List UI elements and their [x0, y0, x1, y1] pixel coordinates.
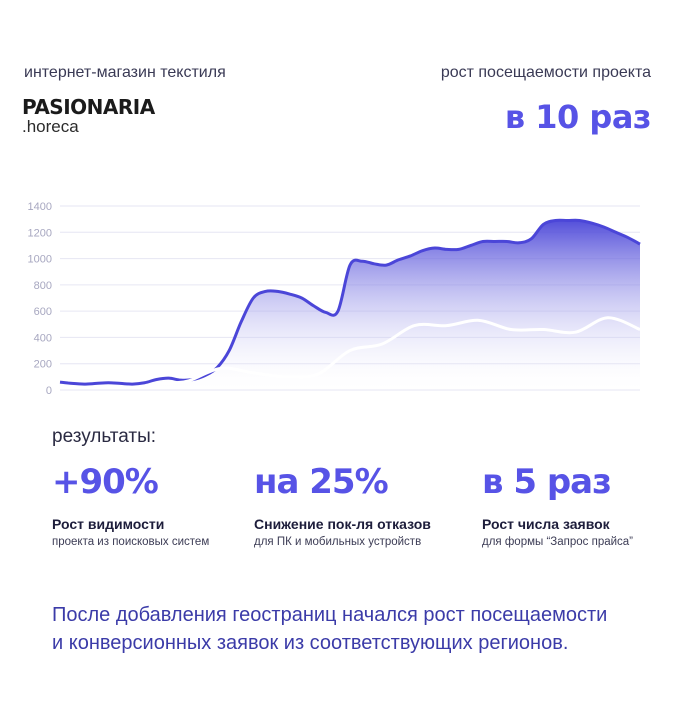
metric-title: Снижение пок-ля отказов [254, 516, 431, 532]
metric-bounce: на 25% Снижение пок-ля отказов для ПК и … [254, 460, 431, 548]
traffic-line [59, 218, 641, 386]
metric-desc: для формы “Запрос прайса” [482, 536, 634, 548]
y-tick-label: 400 [34, 332, 52, 344]
metric-leads: в 5 раз Рост числа заявок для формы “Зап… [482, 460, 633, 548]
traffic-chart: 1400 1200 1000 800 600 400 200 0 [28, 201, 641, 397]
y-tick-label: 800 [34, 280, 52, 292]
metric-value: на 25% [254, 462, 389, 502]
footer-line-2: и конверсионных заявок из соответствующи… [52, 632, 569, 654]
y-tick-label: 200 [34, 359, 52, 371]
conversions-line [156, 316, 641, 385]
y-tick-label: 1200 [28, 227, 52, 239]
y-tick-label: 1400 [28, 201, 52, 213]
footer-note: После добавления геостраниц начался рост… [52, 601, 652, 657]
y-tick-label: 0 [46, 385, 52, 397]
metric-title: Рост видимости [52, 516, 165, 532]
metric-value: +90% [52, 462, 159, 502]
metric-title: Рост числа заявок [482, 516, 610, 532]
footer-line-1: После добавления геостраниц начался рост… [52, 604, 608, 626]
logo-main-text: PASIONARIA [22, 95, 155, 119]
metric-visibility: +90% Рост видимости проекта из поисковых… [52, 460, 209, 548]
subtitle-shop-type: интернет-магазин текстиля [24, 64, 226, 81]
subtitle-growth: рост посещаемости проекта [440, 64, 651, 81]
chart-series [59, 218, 641, 390]
traffic-area-fill [60, 220, 640, 390]
growth-headline: в 10 раз [504, 98, 652, 136]
logo-sub-text: .horeca [22, 117, 79, 136]
y-tick-label: 600 [34, 306, 52, 318]
results-heading: результаты: [52, 426, 157, 447]
metric-desc: для ПК и мобильных устройств [254, 536, 422, 548]
y-tick-label: 1000 [28, 254, 52, 266]
metric-value: в 5 раз [482, 462, 612, 502]
y-axis-ticks: 1400 1200 1000 800 600 400 200 0 [28, 201, 52, 397]
brand-logo: PASIONARIA .horeca [22, 96, 162, 136]
metric-desc: проекта из поисковых систем [52, 536, 210, 548]
